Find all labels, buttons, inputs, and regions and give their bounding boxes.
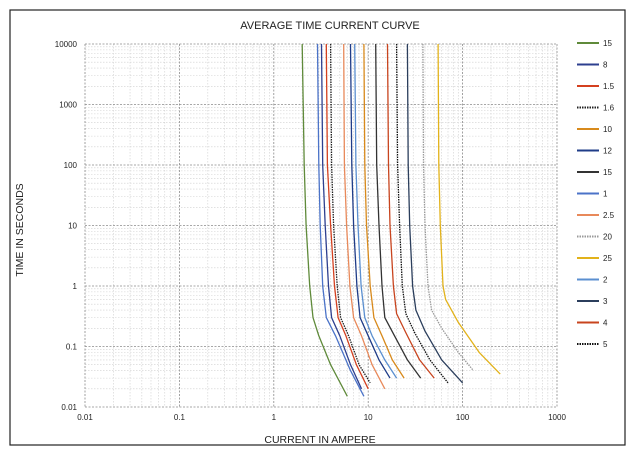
legend-label: 12 (603, 147, 612, 156)
series-line-6 (375, 43, 422, 379)
legend-label: 15 (603, 39, 612, 48)
plot-area: 0.01 0.1 1 10 100 1000 0.01 0.1 1 10 100 1000 10000 (55, 40, 567, 422)
y-tick-label: 0.1 (66, 343, 78, 352)
y-axis-label: TIME IN SECONDS (14, 183, 26, 276)
legend-label: 1.5 (603, 82, 615, 91)
legend-label: 4 (603, 319, 608, 328)
series-line-10 (437, 43, 501, 375)
y-tick-label: 0.01 (61, 403, 77, 412)
y-tick-label: 1 (73, 282, 78, 291)
series-line-7 (316, 43, 365, 397)
legend-label: 20 (603, 233, 612, 242)
legend-label: 8 (603, 61, 608, 70)
series-line-13 (386, 43, 435, 379)
legend-label: 1.6 (603, 104, 615, 113)
x-tick-label: 10 (364, 413, 373, 422)
series-line-0 (301, 43, 348, 397)
x-tick-label: 0.1 (174, 413, 186, 422)
series-line-12 (406, 43, 464, 384)
series-line-8 (343, 43, 386, 390)
legend-label: 10 (603, 125, 612, 134)
y-tick-label: 100 (64, 161, 78, 170)
legend-label: 1 (603, 190, 608, 199)
legend-label: 5 (603, 340, 608, 349)
x-tick-label: 100 (456, 413, 470, 422)
series-line-1 (320, 43, 363, 390)
legend-label: 15 (603, 168, 612, 177)
x-tick-label: 1000 (548, 413, 566, 422)
x-tick-label: 1 (272, 413, 277, 422)
series-line-14 (395, 43, 449, 384)
x-axis-label: CURRENT IN AMPERE (264, 434, 375, 446)
series-line-11 (354, 43, 398, 379)
chart-title: AVERAGE TIME CURRENT CURVE (240, 20, 420, 32)
legend-label: 2 (603, 276, 608, 285)
series-line-4 (363, 43, 405, 379)
x-tick-label: 0.01 (77, 413, 93, 422)
series-line-5 (349, 43, 391, 379)
series-line-2 (325, 43, 369, 390)
series-line-3 (329, 43, 371, 384)
y-tick-label: 10000 (55, 40, 78, 49)
legend-label: 3 (603, 297, 608, 306)
legend-label: 2.5 (603, 211, 615, 220)
y-tick-label: 1000 (59, 101, 77, 110)
series-line-9 (422, 43, 474, 372)
y-tick-label: 10 (68, 222, 77, 231)
legend: 15 8 1.5 1.6 10 12 15 1 2.5 20 25 2 3 4 5 (577, 39, 615, 349)
legend-label: 25 (603, 254, 612, 263)
